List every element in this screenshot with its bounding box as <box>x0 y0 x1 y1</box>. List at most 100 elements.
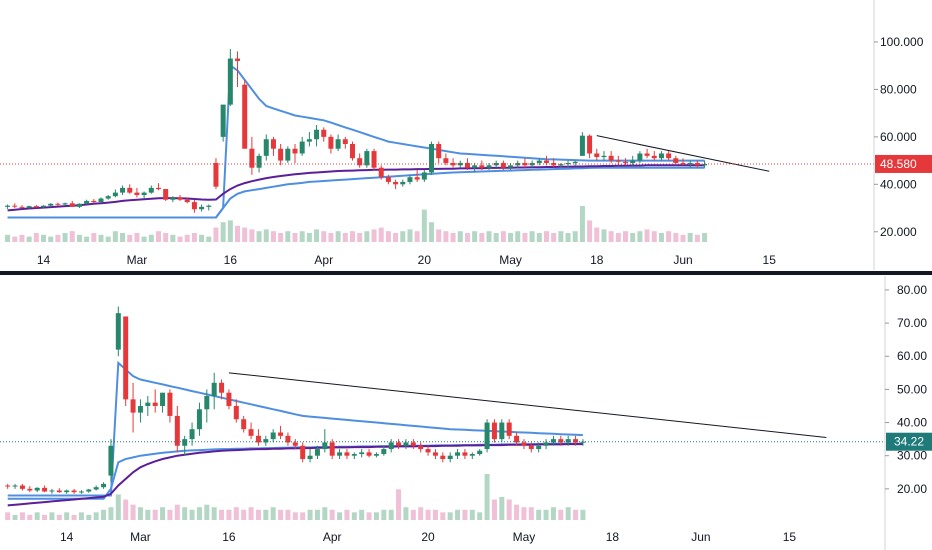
candle-body <box>213 162 219 187</box>
candle-body <box>484 422 490 450</box>
candle-body <box>349 143 355 159</box>
candle-body <box>64 490 70 493</box>
candle-body <box>292 148 298 154</box>
candle-body <box>300 445 306 460</box>
candle-body <box>299 141 305 154</box>
volume-bar <box>120 233 126 242</box>
trendline-segment[interactable] <box>228 372 827 438</box>
candle-body <box>101 483 107 488</box>
candle-body <box>373 454 379 456</box>
bottom-price-axis[interactable]: 80.00 70.00 60.00 50.00 40.00 30.00 20.00 <box>885 283 927 496</box>
bottom-panel[interactable]: 80.00 70.00 60.00 50.00 40.00 30.00 20.00 34.2… <box>0 276 932 550</box>
volume-bar <box>127 234 133 242</box>
candle-body <box>479 165 485 168</box>
volume-bar <box>91 233 97 242</box>
bottom-time-axis[interactable]: 14 Mar 16 Apr 20 May 18 Jun 15 <box>60 530 796 544</box>
volume-bar <box>337 512 343 520</box>
trendline-segment[interactable] <box>596 135 770 172</box>
candle-body <box>204 396 210 410</box>
x-tick-label: 20 <box>418 253 432 267</box>
volume-bar <box>403 507 409 520</box>
volume-bar <box>263 509 269 520</box>
volume-bar <box>429 222 435 242</box>
volume-bar <box>491 499 497 520</box>
volume-bar <box>167 509 173 520</box>
candle-body <box>491 422 497 440</box>
volume-bar <box>573 509 579 520</box>
volume-bar <box>644 229 650 242</box>
candle-body <box>558 164 564 166</box>
candle-body <box>191 202 197 210</box>
volume-bar <box>359 509 365 520</box>
y-tick-label: 40.000 <box>880 177 917 191</box>
volume-bar <box>152 509 158 520</box>
candle-body <box>425 449 431 453</box>
candle-body <box>342 139 348 144</box>
volume-bar <box>630 233 636 242</box>
volume-bar <box>381 509 387 520</box>
candle-body <box>123 316 129 400</box>
candle-body <box>306 139 312 142</box>
candle-body <box>457 162 463 166</box>
top-panel[interactable]: 100.000 80.000 60.000 40.000 20.000 48.580 1… <box>0 0 932 270</box>
top-time-axis[interactable]: 14 Mar 16 Apr 20 May 18 Jun 15 <box>37 253 776 267</box>
volume-bar <box>174 504 180 520</box>
volume-bar <box>12 236 18 242</box>
candle-body <box>543 160 549 163</box>
candle-body <box>506 422 512 436</box>
candle-body <box>322 442 328 450</box>
candle-body <box>19 206 25 208</box>
candle-body <box>486 165 492 168</box>
y-tick-label: 100.000 <box>880 35 924 49</box>
volume-bar <box>148 234 154 242</box>
volume-bar <box>493 233 499 242</box>
volume-bar <box>329 509 335 520</box>
candle-body <box>371 151 377 168</box>
volume-bar <box>145 509 151 520</box>
volume-bar <box>447 512 453 520</box>
volume-bar <box>49 512 55 520</box>
candle-body <box>93 487 99 490</box>
candle-body <box>263 139 269 156</box>
candle-body <box>76 203 82 207</box>
volume-bar <box>93 512 99 520</box>
candle-body <box>227 58 233 105</box>
candle-body <box>255 435 261 443</box>
volume-bar <box>506 499 512 520</box>
candle-body <box>508 165 514 168</box>
candle-body <box>658 153 664 159</box>
top-last-price-label: 48.580 <box>875 154 932 173</box>
candle-body <box>314 449 320 456</box>
volume-bar <box>479 233 485 242</box>
volume-bar <box>285 509 291 520</box>
candle-body <box>680 162 686 165</box>
candle-body <box>170 197 176 200</box>
candle-body <box>270 139 276 149</box>
candle-body <box>148 187 154 193</box>
volume-bar <box>637 231 643 242</box>
volume-bar <box>385 231 391 242</box>
candle-body <box>127 187 133 193</box>
top-price-axis[interactable]: 100.000 80.000 60.000 40.000 20.000 <box>874 35 924 239</box>
volume-bar <box>196 507 202 520</box>
candle-body <box>5 205 11 207</box>
candle-body <box>493 162 499 166</box>
volume-bar <box>421 209 427 242</box>
volume-bar <box>314 229 320 242</box>
volume-bar <box>41 234 47 242</box>
volume-bar <box>565 507 571 520</box>
volume-bar <box>137 507 143 520</box>
volume-bar <box>378 227 384 242</box>
volume-bar <box>357 233 363 242</box>
candle-body <box>199 206 205 210</box>
band-lower-line <box>7 442 583 500</box>
y-tick-label: 50.00 <box>897 382 927 396</box>
volume-bar <box>101 509 107 520</box>
volume-bar <box>514 504 520 520</box>
volume-bar <box>623 231 629 242</box>
volume-bar <box>658 233 664 242</box>
volume-bar <box>464 233 470 242</box>
top-candle-series <box>5 49 708 213</box>
panel-separator[interactable] <box>0 271 932 275</box>
